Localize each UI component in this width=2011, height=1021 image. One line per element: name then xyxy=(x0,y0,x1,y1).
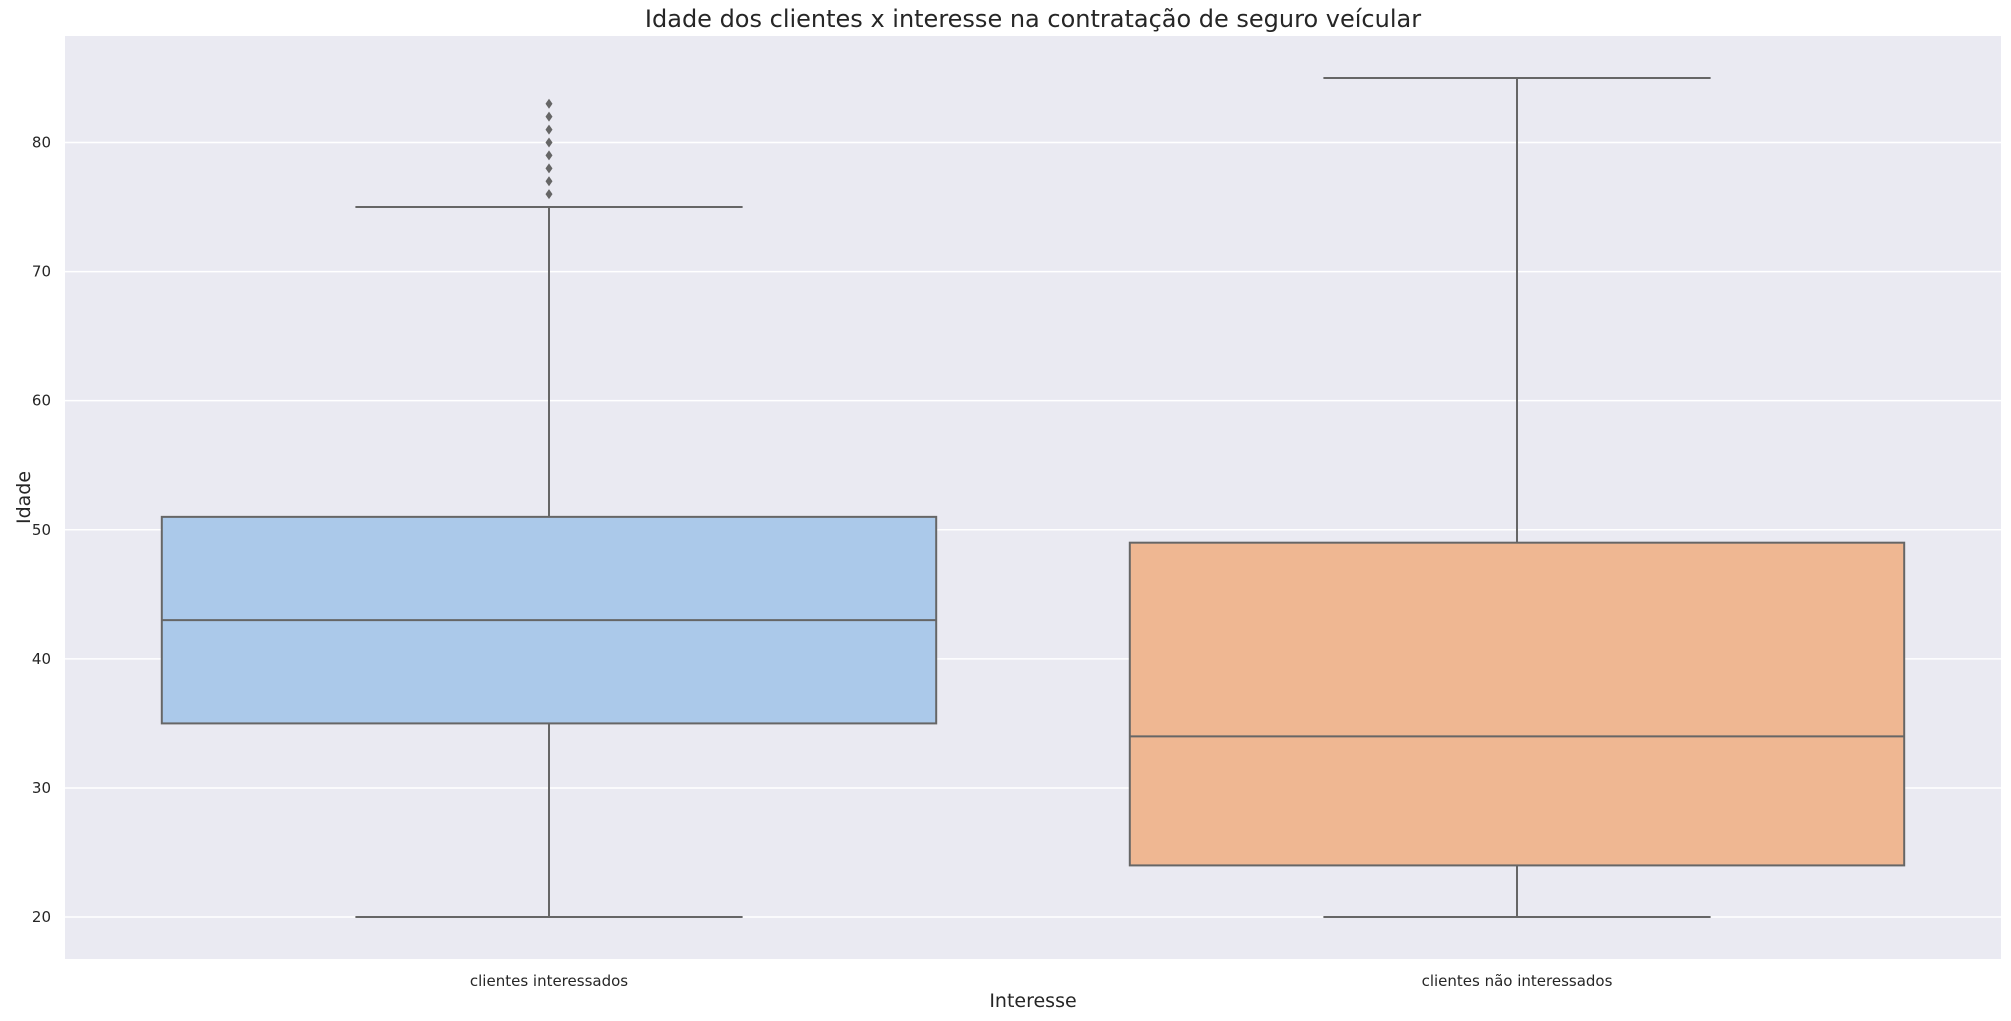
y-tick-label: 80 xyxy=(32,134,51,152)
y-axis-label: Idade xyxy=(13,471,35,524)
y-tick-label: 30 xyxy=(32,779,51,797)
x-axis-label: Interesse xyxy=(989,990,1076,1012)
outlier-point xyxy=(545,124,553,135)
y-tick-label: 40 xyxy=(32,650,51,668)
outlier-point xyxy=(545,111,553,122)
boxes xyxy=(160,76,1906,919)
y-tick-label: 20 xyxy=(32,908,51,926)
chart-title: Idade dos clientes x interesse na contra… xyxy=(645,5,1421,33)
x-tick-label: clientes não interessados xyxy=(1422,972,1613,990)
box-group xyxy=(1128,76,1906,919)
iqr-box xyxy=(1128,541,1906,867)
outlier-point xyxy=(545,150,553,161)
x-tick-labels: clientes interessados clientes não intere… xyxy=(470,972,1613,990)
y-tick-label: 50 xyxy=(32,521,51,539)
y-tick-label: 60 xyxy=(32,392,51,410)
y-tick-labels: 20 30 40 50 60 70 80 xyxy=(32,134,51,927)
box-group xyxy=(160,98,938,919)
outlier-point xyxy=(545,176,553,187)
x-tick-label: clientes interessados xyxy=(470,972,628,990)
outlier-point xyxy=(545,98,553,109)
outlier-point xyxy=(545,189,553,200)
outlier-point xyxy=(545,163,553,174)
outlier-point xyxy=(545,137,553,148)
y-tick-label: 70 xyxy=(32,263,51,281)
